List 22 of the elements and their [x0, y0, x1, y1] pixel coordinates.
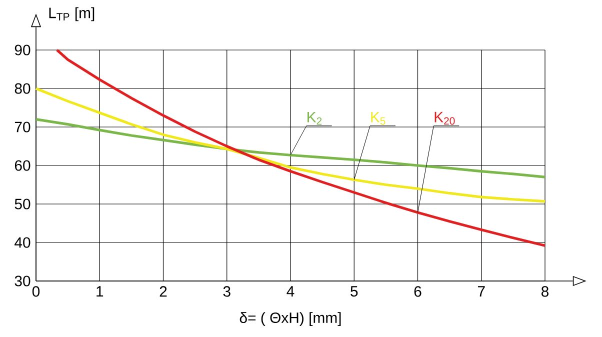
y-tick-label: 50	[14, 198, 30, 210]
x-tick-label: 7	[478, 286, 485, 296]
y-tick-label: 80	[14, 83, 30, 94]
y-tick-label: 60	[14, 160, 30, 171]
x-tick-label: 5	[350, 286, 358, 297]
text: K$_{2}$	[308, 112, 322, 125]
x-tick-label: 2	[160, 286, 167, 297]
y-axis-title: L$_{TP}$ [m]	[49, 7, 94, 22]
y-tick-label: 30	[14, 276, 30, 286]
x-tick-label: 6	[414, 286, 422, 297]
x-tick-label: 1	[96, 286, 104, 296]
x-tick-label: 3	[223, 286, 230, 297]
y-tick-label: 90	[14, 44, 30, 56]
line-series	[34, 87, 546, 203]
x-tick-label: 0	[32, 286, 40, 297]
x-axis-title: δ= ( ΘxH) [mm]	[240, 312, 341, 326]
x-tick-label: 8	[542, 286, 548, 297]
text: K$_{5}$	[371, 112, 386, 125]
y-tick-label: 40	[14, 237, 30, 248]
text: K$_{20}$	[434, 112, 455, 125]
y-tick-label: 70	[14, 122, 30, 132]
x-tick-label: 4	[286, 286, 294, 296]
